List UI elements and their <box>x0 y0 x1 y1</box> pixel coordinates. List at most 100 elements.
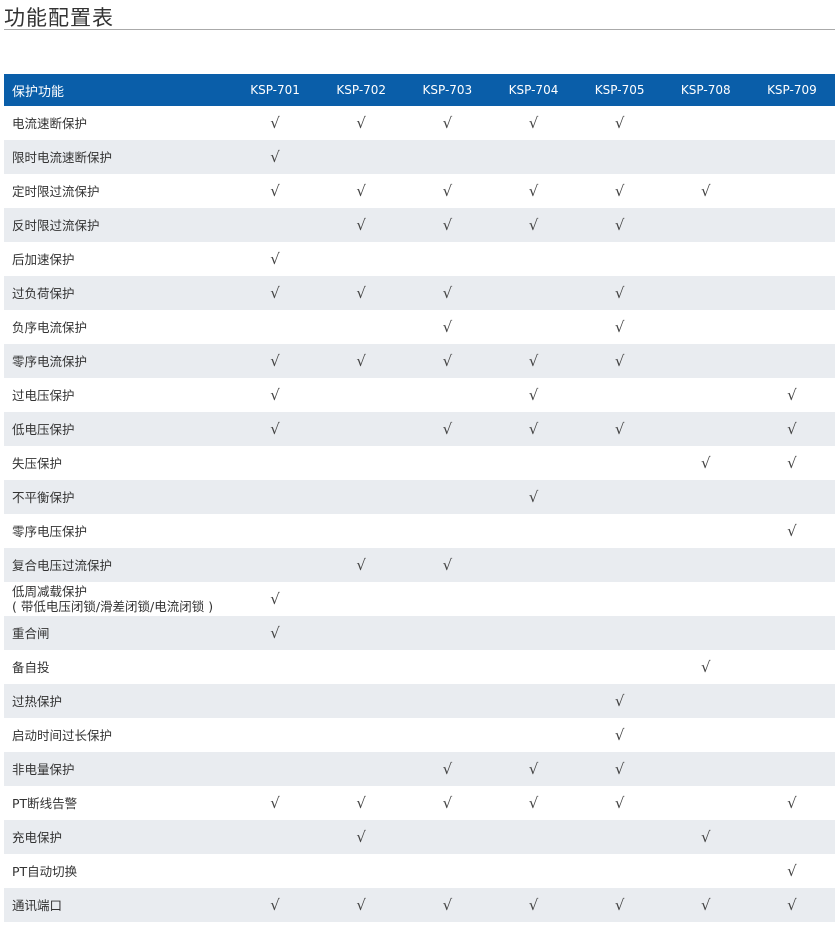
function-label: 低电压保护 <box>12 421 75 437</box>
header-model: KSP-702 <box>318 74 405 106</box>
model-cell: √ <box>576 888 663 922</box>
check-mark-icon: √ <box>700 454 711 472</box>
model-cell: √ <box>576 208 663 242</box>
model-cell <box>748 616 835 650</box>
check-mark-icon: √ <box>614 726 625 744</box>
function-name: 过热保护 <box>4 684 232 718</box>
model-cell: √ <box>577 310 663 344</box>
model-cell: √ <box>749 786 835 820</box>
check-mark-icon: √ <box>442 794 453 812</box>
function-name: 不平衡保护 <box>4 480 232 514</box>
model-cell <box>662 344 749 378</box>
check-mark-icon: √ <box>787 862 797 880</box>
check-mark-icon: √ <box>442 318 453 336</box>
model-cell: √ <box>662 820 749 854</box>
model-cell <box>576 616 663 650</box>
table-row: 负序电流保护 √ √ <box>4 310 835 344</box>
check-mark-icon: √ <box>614 318 625 336</box>
model-cell <box>662 276 749 310</box>
check-mark-icon: √ <box>356 556 366 574</box>
function-label: 重合闸 <box>12 625 50 641</box>
model-cell <box>748 684 835 718</box>
model-cell <box>318 378 404 412</box>
check-mark-icon: √ <box>442 420 453 438</box>
model-cell: √ <box>577 106 663 140</box>
model-cell: √ <box>404 310 490 344</box>
model-cell <box>490 820 577 854</box>
check-mark-icon: √ <box>700 828 711 846</box>
function-name: 通讯端口 <box>4 888 232 922</box>
function-label: 零序电流保护 <box>12 353 88 369</box>
check-mark-icon: √ <box>787 454 797 472</box>
check-mark-icon: √ <box>356 896 366 914</box>
model-cell: √ <box>232 582 318 616</box>
function-note: ( 带低电压闭锁/滑差闭锁/电流闭锁 ) <box>12 599 214 614</box>
table-row: 后加速保护 √ <box>4 242 835 276</box>
function-label: 后加速保护 <box>12 251 75 267</box>
model-cell: √ <box>404 276 491 310</box>
model-cell: √ <box>749 514 835 548</box>
model-cell <box>577 242 663 276</box>
model-cell: √ <box>490 480 577 514</box>
check-mark-icon: √ <box>528 488 539 506</box>
model-cell: √ <box>404 412 491 446</box>
model-cell: √ <box>576 412 663 446</box>
header-model: KSP-708 <box>662 74 749 106</box>
model-cell <box>404 140 491 174</box>
function-name: 启动时间过长保护 <box>4 718 232 752</box>
title-divider <box>4 29 835 30</box>
table-row: 反时限过流保护 √ √ √ √ <box>4 208 835 242</box>
model-cell <box>232 208 319 242</box>
function-label: PT自动切换 <box>12 863 78 879</box>
model-cell <box>490 514 576 548</box>
model-cell <box>232 684 319 718</box>
check-mark-icon: √ <box>528 114 539 132</box>
model-cell <box>232 480 319 514</box>
function-name: PT自动切换 <box>4 854 232 888</box>
table-row: 定时限过流保护 √ √ √ √ √ √ <box>4 174 835 208</box>
model-cell: √ <box>576 276 663 310</box>
check-mark-icon: √ <box>442 896 453 914</box>
model-cell: √ <box>576 752 663 786</box>
model-cell <box>318 446 404 480</box>
model-cell <box>663 718 749 752</box>
check-mark-icon: √ <box>700 182 711 200</box>
table-row: 低电压保护 √ √ √ √ √ <box>4 412 835 446</box>
model-cell <box>749 106 835 140</box>
model-cell <box>749 242 835 276</box>
model-cell <box>232 820 319 854</box>
model-cell <box>232 548 319 582</box>
check-mark-icon: √ <box>614 794 625 812</box>
model-cell: √ <box>749 854 835 888</box>
model-cell <box>577 378 663 412</box>
function-name: 低周减载保护( 带低电压闭锁/滑差闭锁/电流闭锁 ) <box>4 582 232 616</box>
model-cell: √ <box>232 412 319 446</box>
check-mark-icon: √ <box>528 420 539 438</box>
model-cell <box>404 820 491 854</box>
check-mark-icon: √ <box>528 352 539 370</box>
model-cell <box>318 140 405 174</box>
model-cell <box>662 616 749 650</box>
model-cell <box>404 650 490 684</box>
check-mark-icon: √ <box>528 794 539 812</box>
table-row: 复合电压过流保护 √ √ <box>4 548 835 582</box>
model-cell <box>663 106 749 140</box>
model-cell <box>663 582 749 616</box>
function-name: 反时限过流保护 <box>4 208 232 242</box>
model-cell: √ <box>663 174 749 208</box>
model-cell <box>318 412 405 446</box>
function-label: 过电压保护 <box>12 387 75 403</box>
check-mark-icon: √ <box>270 420 280 438</box>
model-cell: √ <box>232 616 319 650</box>
check-mark-icon: √ <box>528 216 539 234</box>
model-cell: √ <box>748 412 835 446</box>
function-label: 失压保护 <box>12 455 63 471</box>
header-model: KSP-705 <box>576 74 663 106</box>
check-mark-icon: √ <box>356 352 366 370</box>
model-cell: √ <box>232 106 318 140</box>
model-cell <box>318 854 404 888</box>
model-cell <box>577 854 663 888</box>
model-cell <box>577 446 663 480</box>
check-mark-icon: √ <box>787 522 797 540</box>
check-mark-icon: √ <box>270 250 280 268</box>
